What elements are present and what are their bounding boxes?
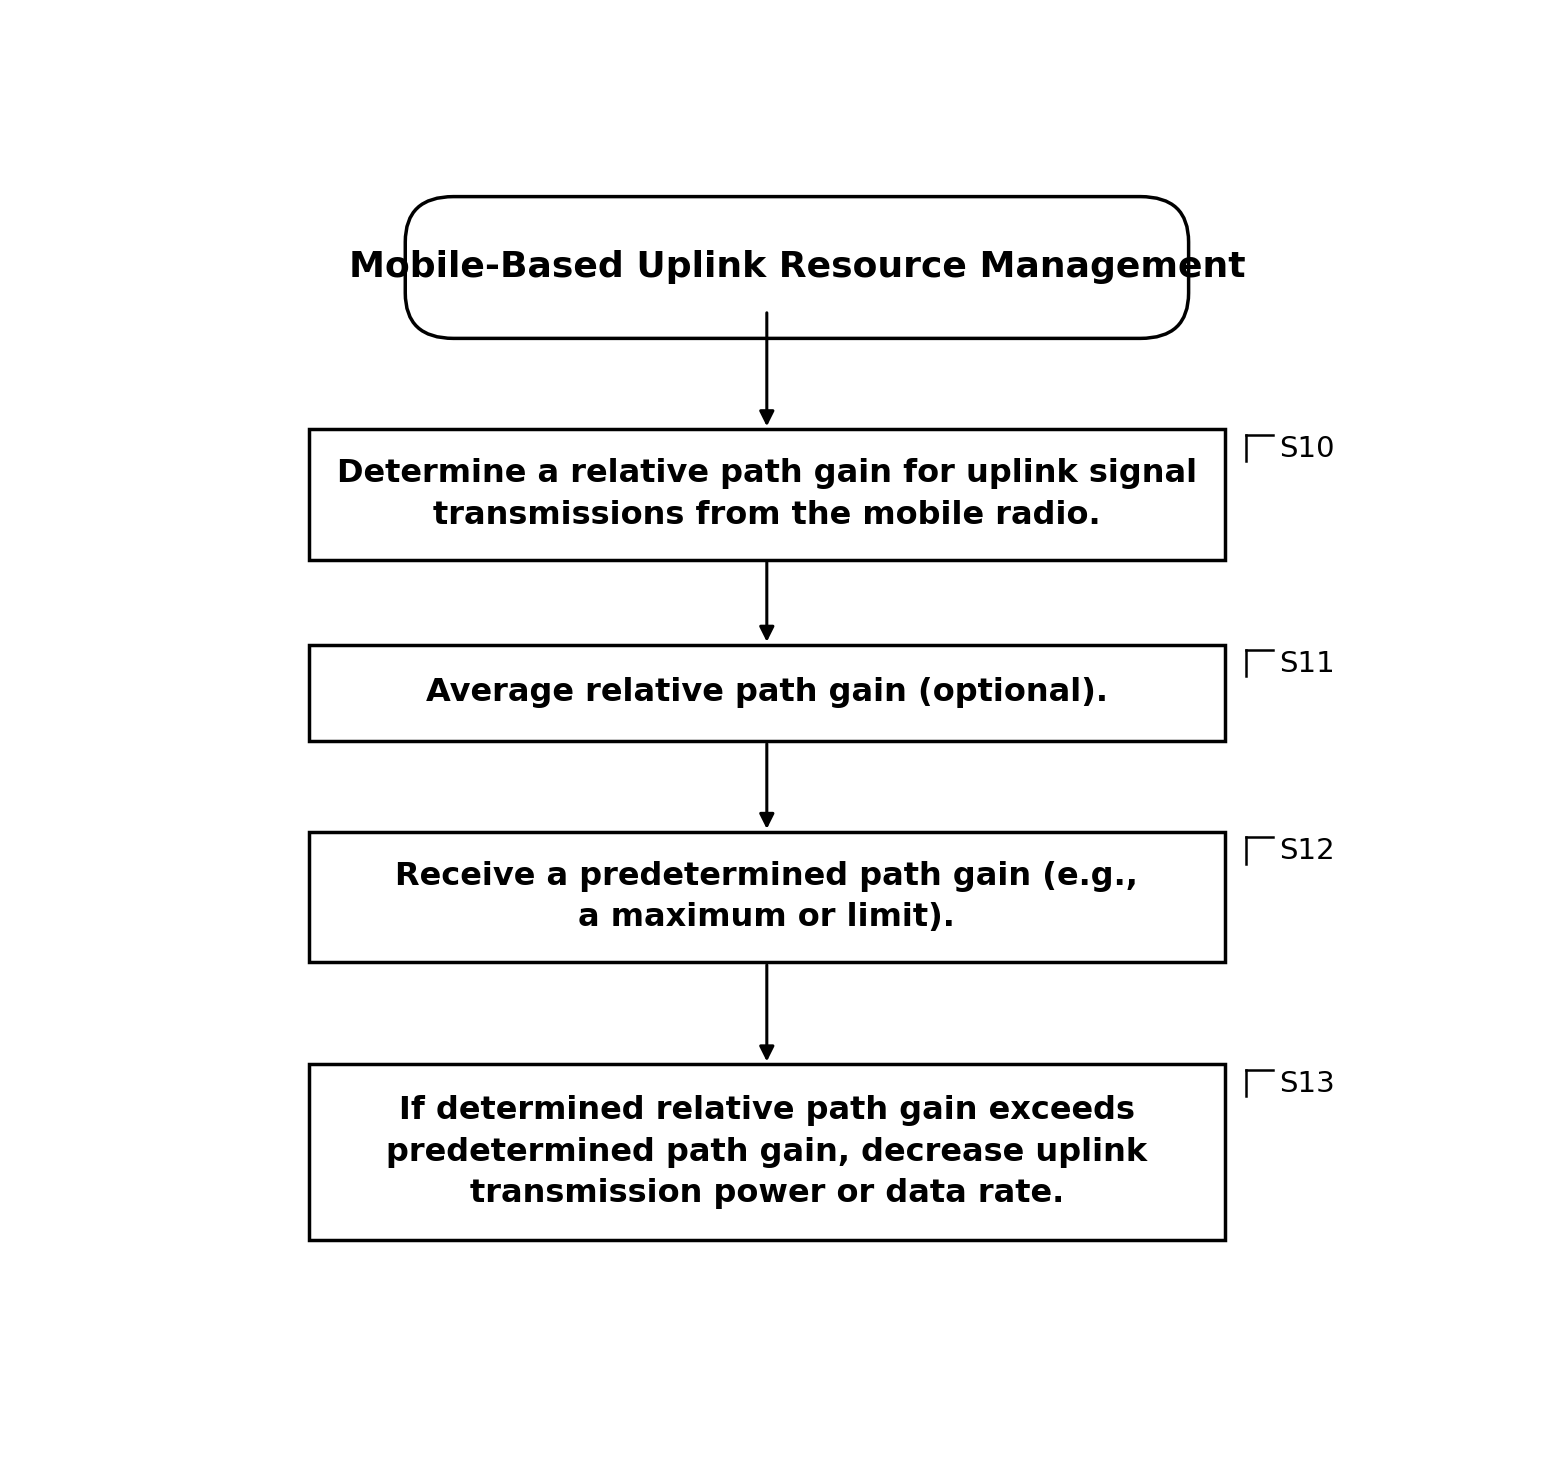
FancyBboxPatch shape (309, 1065, 1225, 1240)
Text: Mobile-Based Uplink Resource Management: Mobile-Based Uplink Resource Management (348, 250, 1246, 284)
Text: S13: S13 (1278, 1069, 1334, 1097)
Text: Receive a predetermined path gain (e.g.,
a maximum or limit).: Receive a predetermined path gain (e.g.,… (395, 860, 1138, 934)
FancyBboxPatch shape (309, 645, 1225, 741)
FancyBboxPatch shape (309, 832, 1225, 962)
FancyBboxPatch shape (406, 196, 1188, 339)
Text: If determined relative path gain exceeds
predetermined path gain, decrease uplin: If determined relative path gain exceeds… (386, 1094, 1148, 1209)
Text: Average relative path gain (optional).: Average relative path gain (optional). (426, 678, 1107, 709)
Text: S12: S12 (1278, 838, 1334, 866)
Text: S11: S11 (1278, 650, 1334, 678)
FancyBboxPatch shape (309, 429, 1225, 560)
Text: Determine a relative path gain for uplink signal
transmissions from the mobile r: Determine a relative path gain for uplin… (337, 458, 1197, 530)
Text: S10: S10 (1278, 435, 1334, 463)
